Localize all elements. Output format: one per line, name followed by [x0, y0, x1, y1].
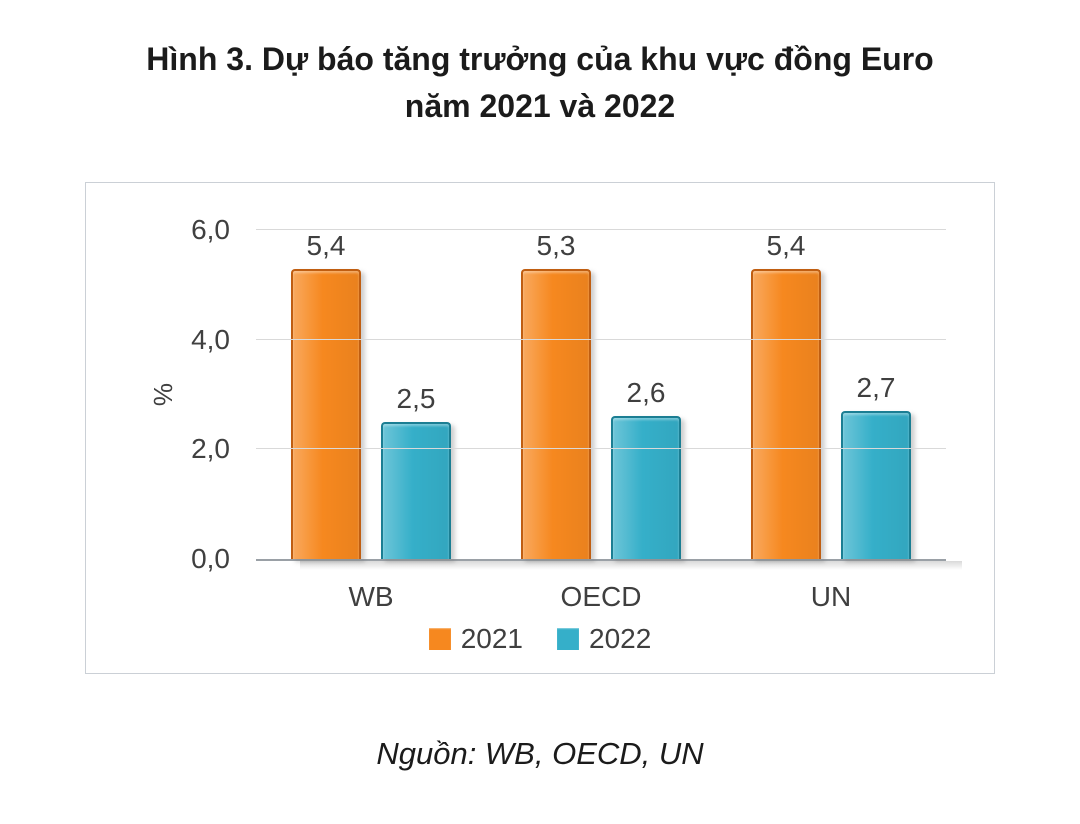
y-tick-label-4,0: 4,0	[191, 323, 230, 355]
gridline-6,0	[256, 229, 946, 230]
bar-value-label: 2,5	[396, 382, 436, 414]
bar-col-2022-wb: 2,5	[381, 230, 451, 559]
legend-item-2022: 2022	[557, 623, 651, 655]
source-caption: Nguồn: WB, OECD, UN	[376, 736, 704, 771]
y-tick-label-6,0: 6,0	[191, 214, 230, 245]
x-category-un: UN	[810, 581, 852, 612]
bar-value-label: 5,3	[536, 230, 576, 261]
x-category-wb: WB	[348, 581, 394, 612]
axis-shadow	[300, 561, 962, 570]
bar-col-2022-oecd: 2,6	[611, 230, 681, 559]
bar-2021-oecd	[521, 269, 591, 559]
y-axis-ticks: 0,0 2,0 4,0 6,0	[86, 214, 242, 574]
gridline-2,0	[256, 448, 946, 450]
bar-value-label: 2,7	[856, 371, 896, 403]
bar-col-2022-un: 2,7	[841, 230, 911, 559]
x-axis-labels: WB OECD UN	[256, 581, 946, 613]
y-tick-label-2,0: 2,0	[191, 433, 230, 465]
legend-swatch-2021	[428, 628, 451, 650]
bar-2021-un	[751, 269, 821, 559]
bar-2022-oecd	[611, 416, 681, 559]
bar-2021-wb	[291, 269, 361, 559]
chart-title-line1: Hình 3. Dự báo tăng trưởng của khu vực đ…	[146, 41, 934, 77]
bar-col-2021-oecd: 5,3	[521, 230, 591, 559]
bar-value-label: 2,6	[626, 377, 666, 409]
bar-col-2021-un: 5,4	[751, 230, 821, 559]
legend-label-2021: 2021	[460, 623, 523, 654]
plot-area: 5,4 2,5 5,3 2,6 5,4 2,7	[256, 229, 946, 561]
bar-groups: 5,4 2,5 5,3 2,6 5,4 2,7	[256, 230, 946, 559]
chart-title-line2: năm 2021 và 2022	[404, 88, 676, 124]
bar-group-wb: 5,4 2,5	[256, 230, 486, 559]
gridline-4,0	[256, 338, 946, 340]
legend: 2021 2022	[86, 623, 994, 655]
x-category-oecd: OECD	[560, 581, 642, 612]
bar-group-un: 5,4 2,7	[716, 230, 946, 559]
bar-group-oecd: 5,3 2,6	[486, 230, 716, 559]
bar-value-label: 5,4	[766, 230, 806, 261]
bar-col-2021-wb: 5,4	[291, 230, 361, 559]
y-tick-label-0,0: 0,0	[191, 543, 230, 574]
chart: % 0,0 2,0 4,0 6,0 5,4 2,5 5,3 2,6 5,4 2,7 WB OECD…	[85, 182, 995, 674]
bar-value-label: 5,4	[306, 230, 346, 261]
legend-item-2021: 2021	[428, 623, 523, 655]
bar-2022-un	[841, 410, 911, 559]
legend-swatch-2022	[557, 628, 579, 650]
legend-label-2022: 2022	[589, 623, 652, 654]
chart-title: Hình 3. Dự báo tăng trưởng của khu vực đ…	[0, 0, 1080, 130]
bar-2022-wb	[381, 421, 451, 559]
